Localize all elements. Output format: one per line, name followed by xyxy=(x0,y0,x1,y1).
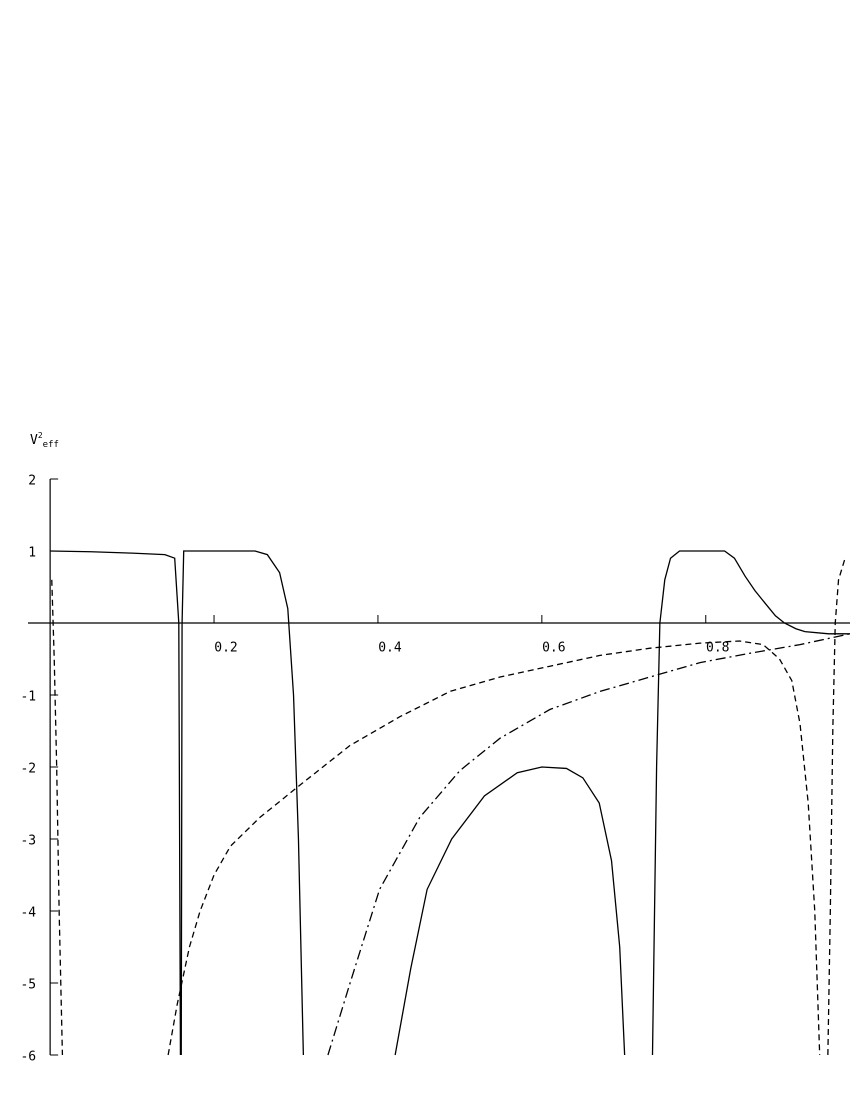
y-tick-label: -5 xyxy=(20,978,36,993)
y-tick-label: -4 xyxy=(20,906,36,921)
x-tick-label: 0.4 xyxy=(378,641,402,656)
y-label-sub: eff xyxy=(43,440,59,450)
y-label-base: V xyxy=(30,433,38,448)
series-line xyxy=(50,550,850,1056)
x-tick-label: 0.6 xyxy=(542,641,565,656)
y-tick-label: -3 xyxy=(20,834,36,849)
y-tick-label: 1 xyxy=(28,546,36,561)
y-tick-label: -2 xyxy=(20,762,36,777)
plot-area xyxy=(50,550,850,1056)
x-tick-label: 0.8 xyxy=(706,641,729,656)
series-line xyxy=(51,558,846,1056)
y-axis-label: V2eff xyxy=(30,431,59,450)
x-tick-label: 0.2 xyxy=(214,641,237,656)
y-tick-label: -1 xyxy=(20,690,36,705)
series-line xyxy=(327,633,850,1056)
y-tick-label: -6 xyxy=(20,1050,36,1065)
y-label-sup: 2 xyxy=(38,431,43,440)
y-tick-label: 2 xyxy=(28,474,36,489)
